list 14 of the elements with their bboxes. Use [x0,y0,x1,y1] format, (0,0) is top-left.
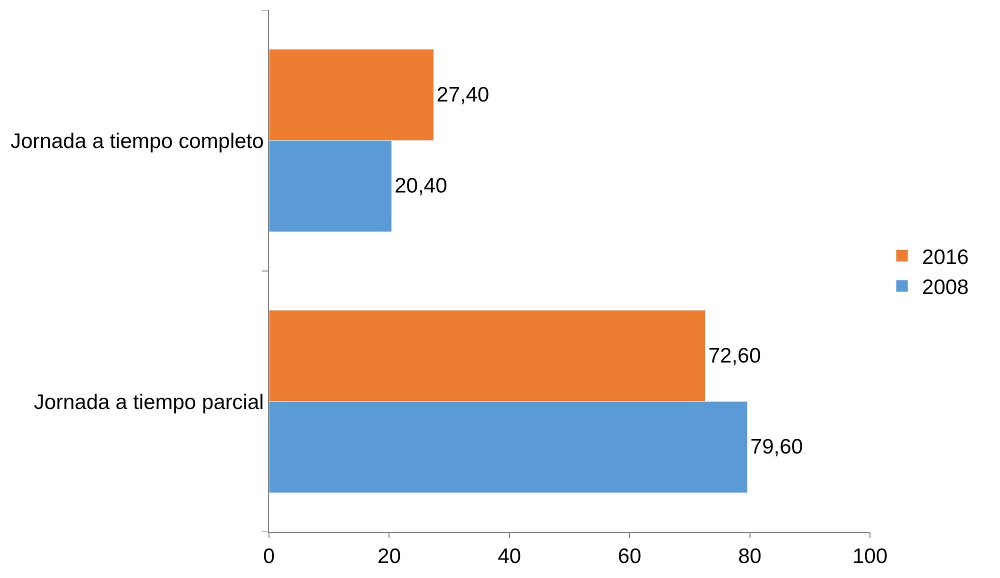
x-tick-label: 40 [498,545,522,568]
x-tick-label: 20 [378,545,401,568]
data-label: 79,60 [750,436,803,459]
y-tick-label: Jornada a tiempo completo [10,130,264,153]
y-tick-label: Jornada a tiempo parcial [34,390,264,414]
data-label: 27,40 [436,83,490,106]
data-label: 72,60 [708,344,761,368]
legend-label: 2008 [922,276,969,300]
x-tick-label: 60 [618,545,642,568]
x-tick-label: 0 [263,545,275,568]
x-tick-label: 80 [738,545,762,568]
x-tick-label: 100 [852,545,888,568]
legend-label: 2016 [922,246,969,269]
data-label: 20,40 [394,174,448,198]
